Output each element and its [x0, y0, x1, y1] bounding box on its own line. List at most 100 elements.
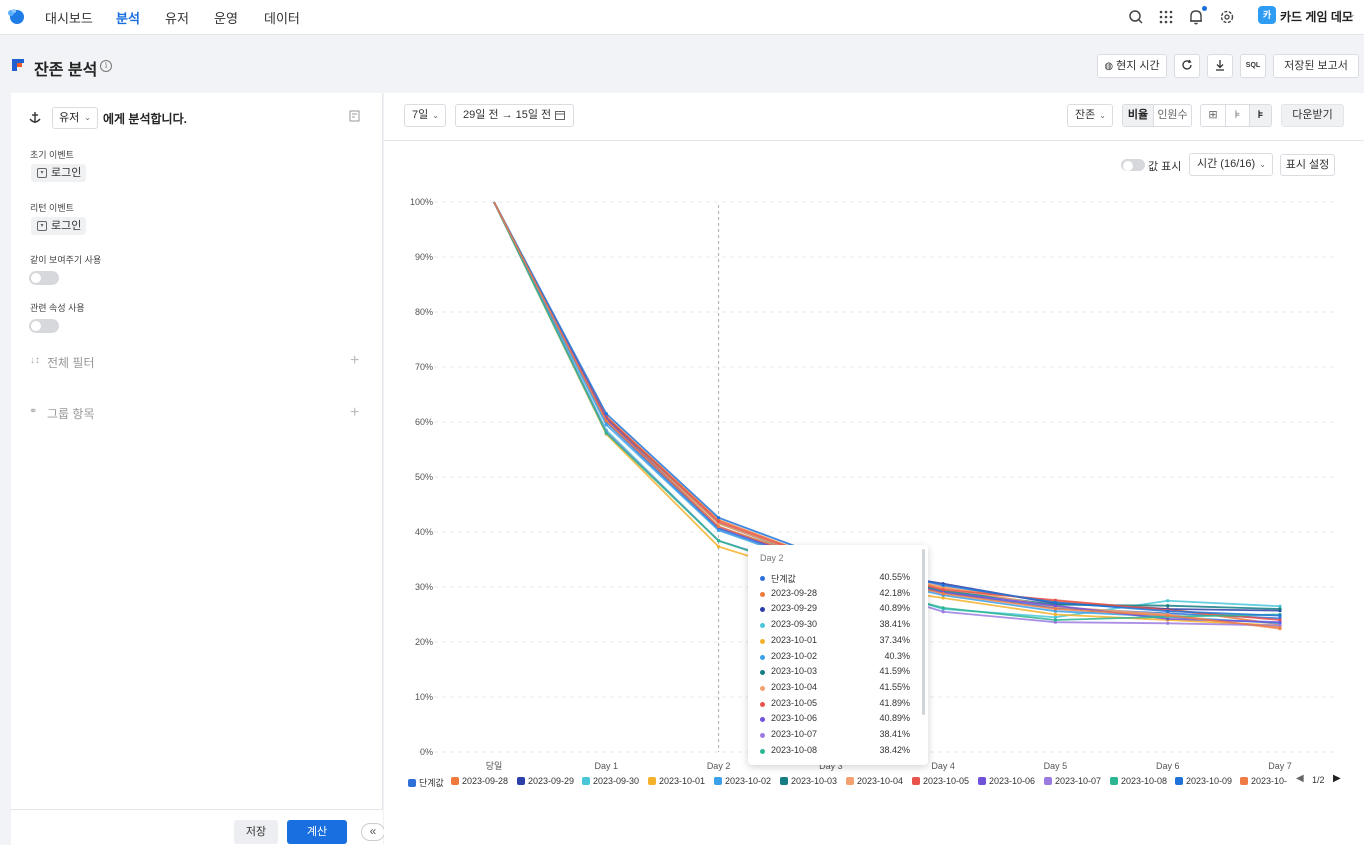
data-point[interactable] — [1278, 604, 1282, 608]
add-group-button[interactable]: + — [350, 404, 360, 421]
subject-select[interactable]: 유저 ⌄ — [52, 107, 98, 129]
legend-item[interactable]: 2023-09-28 — [451, 776, 508, 788]
apps-grid-icon[interactable] — [1157, 8, 1175, 26]
note-edit-icon[interactable] — [349, 110, 361, 122]
chevron-down-icon[interactable]: ⌄ — [1348, 9, 1356, 19]
related-attr-toggle[interactable] — [29, 319, 59, 333]
save-button[interactable]: 저장 — [234, 820, 278, 844]
app-logo-icon[interactable] — [6, 7, 26, 27]
data-point[interactable] — [604, 431, 608, 435]
data-point[interactable] — [1278, 618, 1282, 622]
data-point[interactable] — [604, 412, 608, 416]
group-icon: ⚭ — [29, 406, 38, 417]
legend-item[interactable]: 2023-10-09 — [1175, 776, 1232, 788]
legend-item[interactable]: 2023-10-01 — [648, 776, 705, 788]
legend-item[interactable]: 2023-10-07 — [1044, 776, 1101, 788]
data-point[interactable] — [941, 596, 945, 600]
data-point[interactable] — [1053, 600, 1058, 604]
data-point[interactable] — [1166, 617, 1170, 621]
nav-operations[interactable]: 운영 — [214, 11, 238, 26]
data-point[interactable] — [1166, 621, 1170, 625]
saved-reports-button[interactable]: 저장된 보고서 — [1273, 54, 1359, 78]
legend-item[interactable]: 2023-09-30 — [582, 776, 639, 788]
data-point[interactable] — [1278, 607, 1282, 611]
initial-event-chip[interactable]: ▾ 로그인 — [31, 164, 87, 182]
data-point[interactable] — [1278, 620, 1282, 624]
data-point[interactable] — [1053, 615, 1058, 619]
search-icon[interactable] — [1127, 8, 1145, 26]
data-point[interactable] — [716, 524, 721, 529]
tab-count[interactable]: 인원수 — [1153, 105, 1191, 126]
data-point[interactable] — [1166, 599, 1170, 603]
legend-item[interactable]: 2023-09-29 — [517, 776, 574, 788]
sql-button[interactable]: SQL — [1240, 54, 1266, 78]
data-point[interactable] — [941, 610, 945, 614]
chart-view-icon[interactable]: ⊧ — [1249, 105, 1271, 126]
date-range-picker[interactable]: 29일 전 → 15일 전 — [455, 104, 574, 127]
data-point[interactable] — [1053, 618, 1058, 622]
data-point[interactable] — [1278, 623, 1282, 628]
display-settings-button[interactable]: 표시 설정 — [1280, 154, 1335, 176]
org-avatar[interactable]: 카 — [1258, 6, 1276, 24]
data-point[interactable] — [941, 592, 945, 596]
data-point[interactable] — [1053, 607, 1058, 611]
data-point[interactable] — [1278, 614, 1282, 618]
nav-dashboard[interactable]: 대시보드 — [45, 11, 93, 26]
table-view-icon[interactable]: ⊞ — [1208, 109, 1218, 121]
data-point[interactable] — [716, 528, 721, 532]
same-cycle-toggle[interactable] — [29, 271, 59, 285]
legend-item[interactable]: 2023-10-04 — [846, 776, 903, 788]
data-point[interactable] — [716, 520, 721, 524]
data-point[interactable] — [716, 539, 721, 543]
tooltip-title: Day 2 — [760, 553, 784, 563]
time-select[interactable]: 시간 (16/16) ⌄ — [1189, 153, 1273, 176]
calculate-button[interactable]: 계산 — [287, 820, 347, 844]
metric-select[interactable]: 잔존 ⌄ — [1067, 104, 1113, 127]
add-filter-button[interactable]: + — [350, 352, 360, 369]
data-point[interactable] — [604, 419, 608, 423]
legend-item[interactable]: 2023-10-1 — [1240, 776, 1287, 788]
data-point[interactable] — [1166, 614, 1170, 618]
nav-users[interactable]: 유저 — [165, 11, 189, 26]
legend-item[interactable]: 2023-10-05 — [912, 776, 969, 788]
data-point[interactable] — [1166, 609, 1170, 613]
legend-item[interactable]: 2023-10-03 — [780, 776, 837, 788]
data-point[interactable] — [1053, 620, 1058, 624]
data-point[interactable] — [1053, 604, 1058, 608]
export-button[interactable] — [1207, 54, 1233, 78]
bell-icon[interactable] — [1187, 8, 1205, 26]
local-time-button[interactable]: ◍ 현지 시간 — [1097, 54, 1167, 78]
legend-prev-button[interactable]: ◀ — [1296, 773, 1304, 784]
data-point[interactable] — [1166, 604, 1170, 608]
period-select[interactable]: 7일 ⌄ — [404, 104, 446, 127]
nav-analysis[interactable]: 분석 — [116, 11, 140, 26]
data-point[interactable] — [716, 516, 721, 520]
data-point[interactable] — [604, 423, 608, 427]
refresh-button[interactable] — [1174, 54, 1200, 78]
gear-icon[interactable] — [1218, 8, 1236, 26]
legend-label: 2023-09-28 — [462, 776, 509, 786]
data-point[interactable] — [1053, 598, 1058, 602]
legend-next-button[interactable]: ▶ — [1333, 773, 1341, 784]
show-values-toggle[interactable] — [1121, 159, 1145, 171]
download-button[interactable]: 다운받기 — [1281, 104, 1344, 127]
nav-data[interactable]: 데이터 — [264, 11, 300, 26]
collapse-panel-button[interactable]: « — [361, 823, 385, 841]
data-point[interactable] — [1053, 612, 1058, 617]
data-point[interactable] — [941, 606, 945, 610]
tooltip-scrollbar[interactable] — [922, 549, 925, 715]
return-event-chip[interactable]: ▾ 로그인 — [31, 217, 87, 235]
split-view-icon[interactable]: ⊧ — [1225, 105, 1249, 126]
data-point[interactable] — [1278, 626, 1282, 630]
data-point[interactable] — [941, 583, 945, 587]
info-icon[interactable]: i — [100, 60, 112, 72]
tab-ratio[interactable]: 비율 — [1123, 105, 1153, 126]
legend-item[interactable]: 2023-10-02 — [714, 776, 771, 788]
data-point[interactable] — [716, 545, 721, 549]
legend-item[interactable]: 2023-10-08 — [1110, 776, 1167, 788]
data-point[interactable] — [941, 588, 945, 592]
org-name[interactable]: 카드 게임 데모 — [1280, 10, 1353, 24]
legend-item[interactable]: 단계값 — [408, 776, 444, 788]
legend-item[interactable]: 2023-10-06 — [978, 776, 1035, 788]
data-point[interactable] — [1053, 609, 1058, 613]
